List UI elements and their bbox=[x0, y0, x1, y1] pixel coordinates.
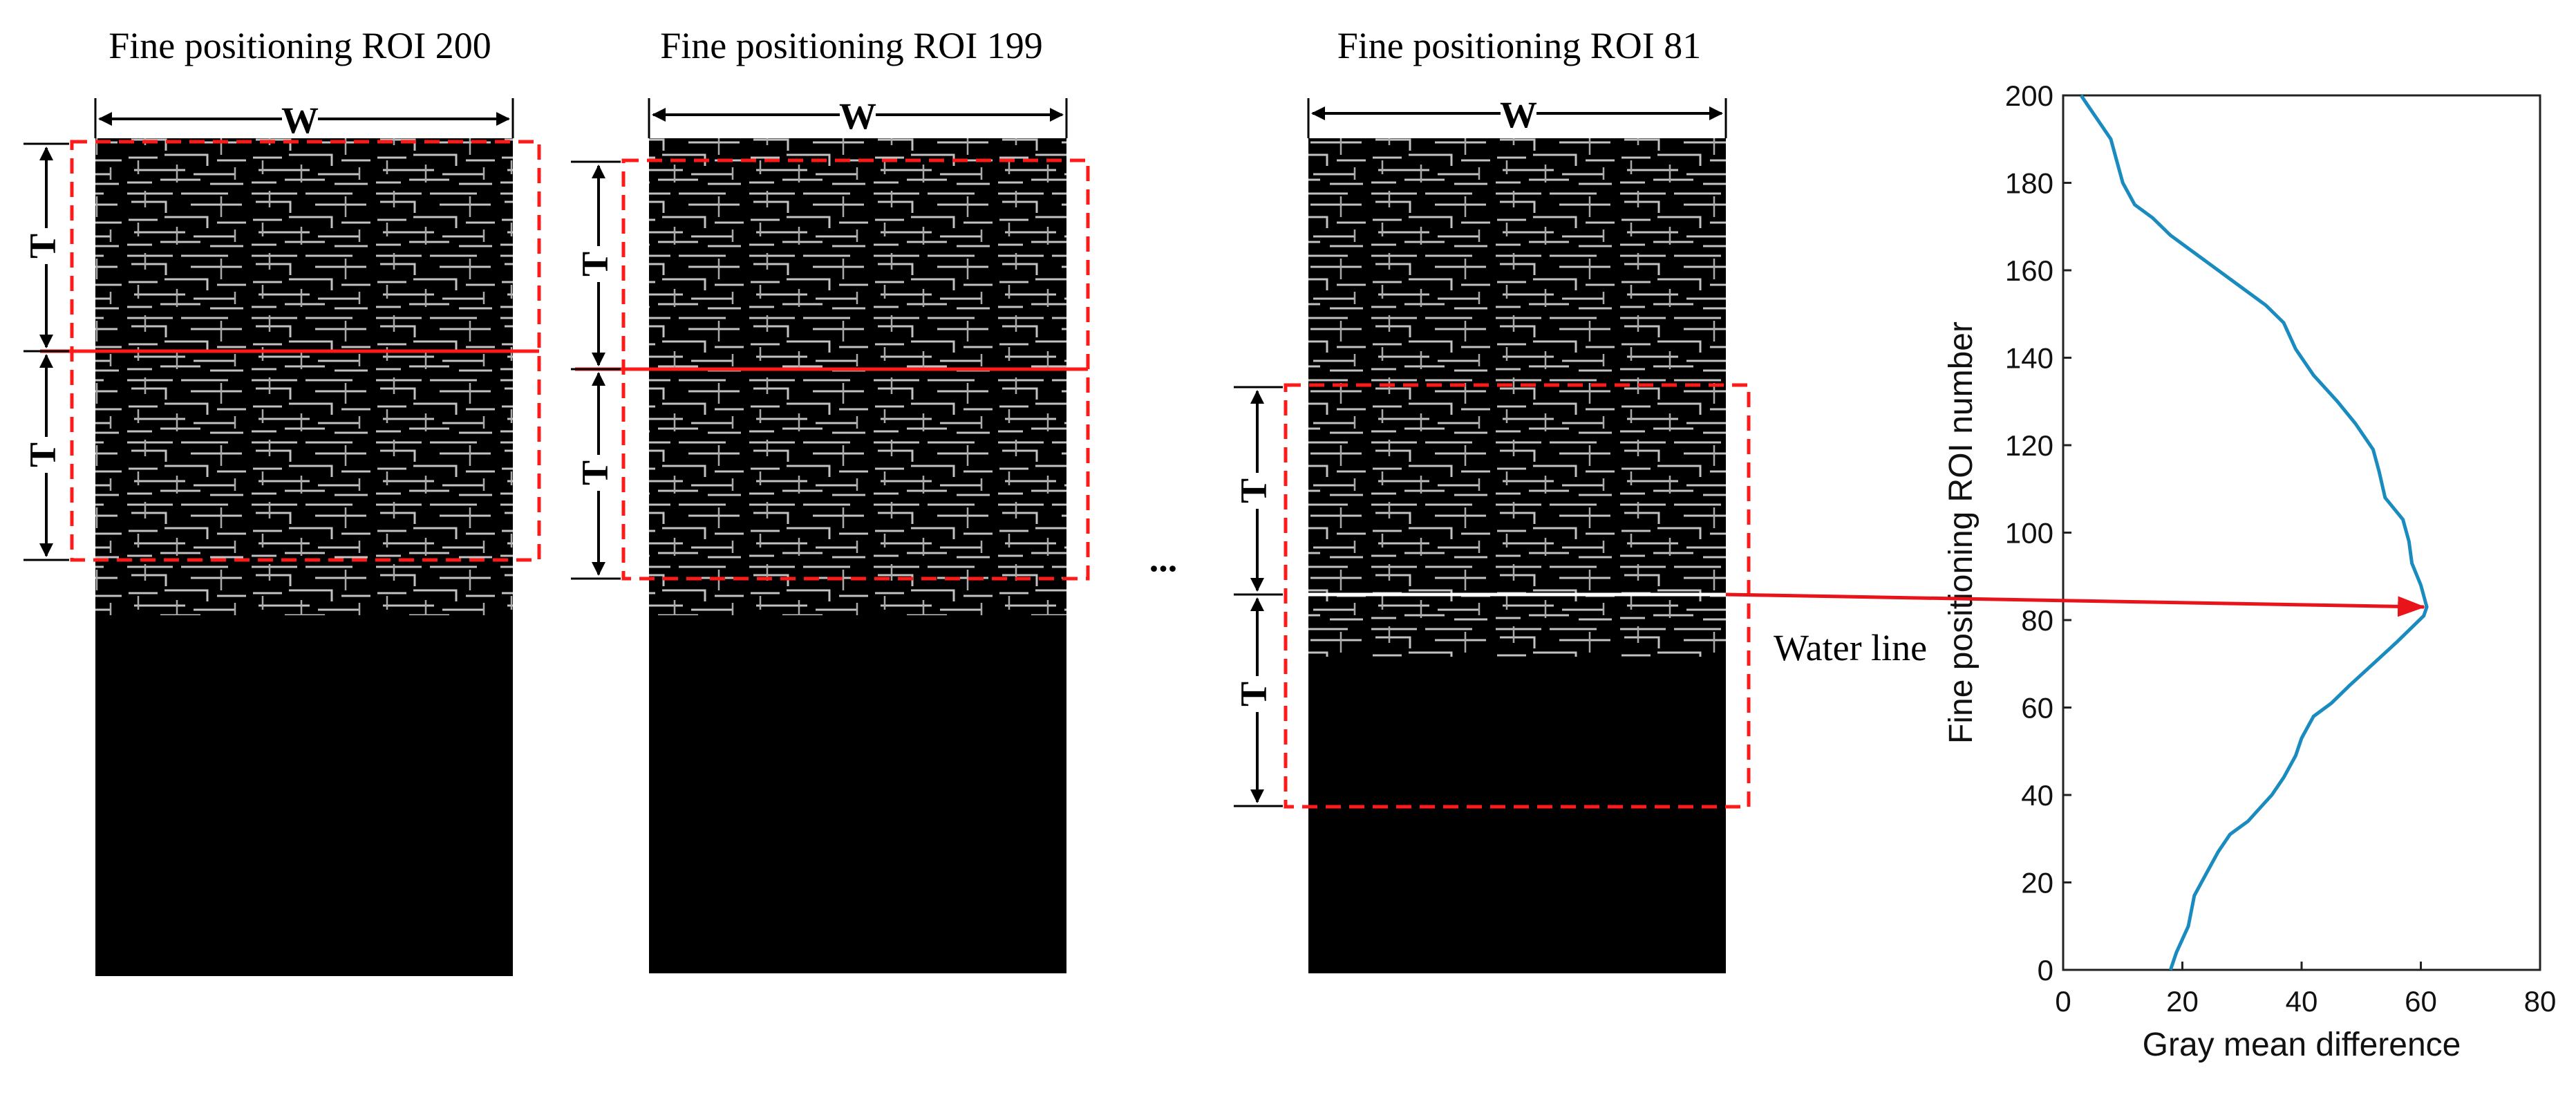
water-line-label: Water line bbox=[1774, 627, 1927, 668]
water-line-arrow bbox=[1725, 592, 2426, 617]
t-label-bg bbox=[1244, 676, 1270, 712]
y-tick-label: 140 bbox=[2005, 342, 2053, 375]
edge-texture bbox=[1308, 138, 1726, 657]
x-tick-label: 60 bbox=[2405, 985, 2437, 1018]
width-label: W bbox=[1500, 94, 1537, 135]
edge-texture bbox=[649, 138, 1066, 615]
x-axis-label: Gray mean difference bbox=[2143, 1027, 2461, 1063]
y-tick-label: 180 bbox=[2005, 167, 2053, 200]
plot-frame bbox=[2062, 94, 2541, 971]
y-tick-label: 0 bbox=[2038, 954, 2053, 986]
panel-title: Fine positioning ROI 199 bbox=[660, 25, 1043, 66]
t-label-bg bbox=[1244, 473, 1270, 509]
x-tick-label: 20 bbox=[2166, 985, 2199, 1018]
width-label-bg bbox=[1501, 95, 1536, 133]
t-label-upper: T bbox=[574, 252, 615, 277]
panel-roi-200: Fine positioning ROI 200 W T T bbox=[21, 25, 541, 976]
panel-title: Fine positioning ROI 200 bbox=[109, 25, 491, 66]
width-label: W bbox=[281, 100, 319, 141]
edge-texture bbox=[95, 138, 513, 615]
x-tick-label: 80 bbox=[2524, 985, 2557, 1018]
y-axis: 0 20 40 60 80 100 120 140 160 180 200 bbox=[2005, 79, 2071, 986]
y-tick-label: 60 bbox=[2021, 692, 2053, 724]
t-label-bg bbox=[33, 228, 59, 264]
y-tick-label: 160 bbox=[2005, 254, 2053, 287]
panel-roi-81: Fine positioning ROI 81 W T T bbox=[1232, 25, 1751, 973]
panel-title: Fine positioning ROI 81 bbox=[1337, 25, 1702, 66]
roi-curve-chart: 0 20 40 60 80 100 120 140 160 180 200 0 20 40 60 80 Fi… bbox=[1943, 79, 2556, 1063]
y-axis-label: Fine positioning ROI number bbox=[1943, 321, 1980, 744]
panel-roi-199: Fine positioning ROI 199 W T T bbox=[571, 25, 1090, 973]
t-label-upper: T bbox=[21, 234, 63, 259]
x-tick-label: 40 bbox=[2286, 985, 2318, 1018]
width-label-bg bbox=[840, 97, 876, 134]
ellipsis: ... bbox=[1149, 538, 1178, 579]
t-label-bg bbox=[585, 455, 612, 491]
t-label-bg bbox=[585, 246, 612, 282]
y-tick-label: 40 bbox=[2021, 779, 2053, 812]
t-label-lower: T bbox=[21, 442, 63, 467]
y-tick-label: 100 bbox=[2005, 517, 2053, 550]
roi-box bbox=[1284, 383, 1751, 809]
t-label-lower: T bbox=[1232, 682, 1274, 706]
width-label: W bbox=[839, 95, 876, 137]
x-axis: 0 20 40 60 80 bbox=[2055, 962, 2556, 1018]
y-tick-label: 200 bbox=[2005, 79, 2053, 112]
width-label-bg bbox=[282, 101, 318, 138]
series-line bbox=[2079, 94, 2429, 971]
y-tick-label: 20 bbox=[2021, 867, 2053, 899]
t-label-bg bbox=[33, 437, 59, 473]
x-tick-label: 0 bbox=[2055, 985, 2071, 1018]
y-tick-label: 80 bbox=[2021, 604, 2053, 637]
t-label-lower: T bbox=[574, 460, 615, 485]
t-label-upper: T bbox=[1232, 478, 1274, 503]
y-tick-label: 120 bbox=[2005, 429, 2053, 462]
